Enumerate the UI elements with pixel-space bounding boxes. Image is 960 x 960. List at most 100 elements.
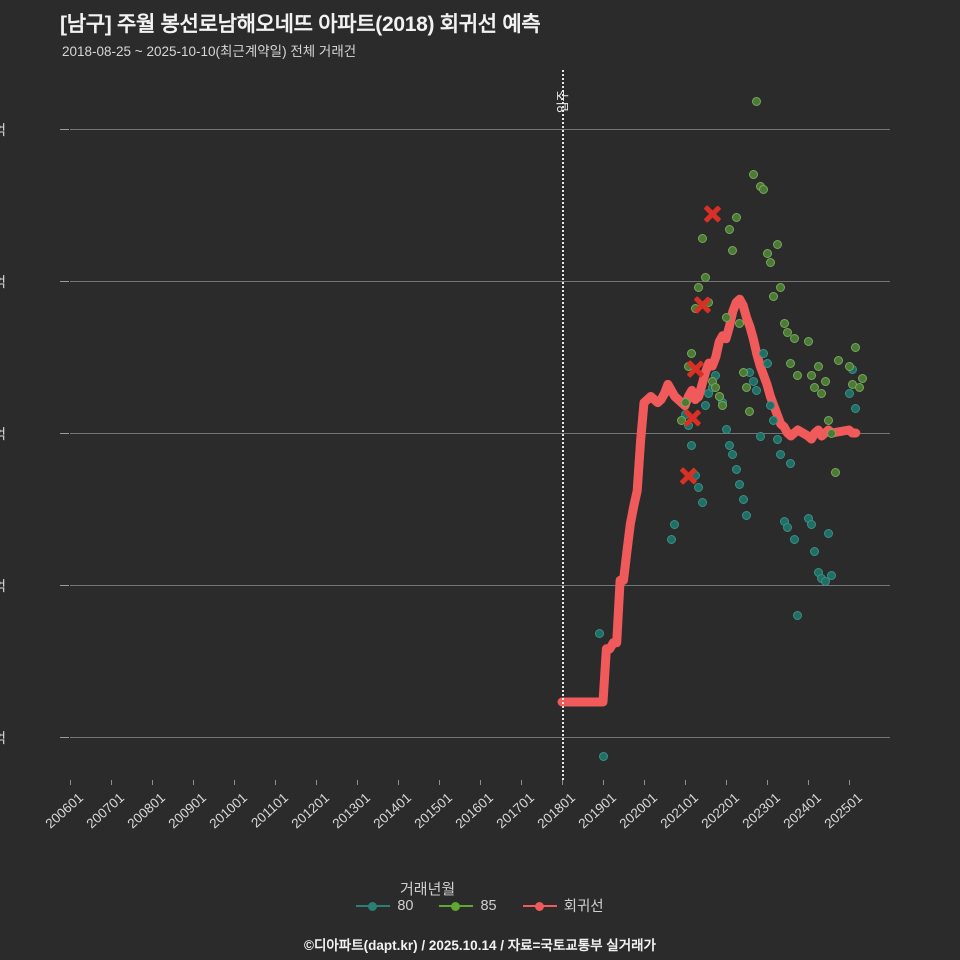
x-tick-mark (439, 780, 440, 785)
data-point-80 (776, 449, 786, 459)
x-tick-mark (521, 780, 522, 785)
data-point-80 (687, 440, 697, 450)
x-tick-label: 201501 (411, 790, 456, 832)
data-point-80 (731, 464, 741, 474)
data-point-85 (752, 97, 762, 107)
x-tick-label: 201801 (534, 790, 579, 832)
data-point-85 (738, 367, 748, 377)
gridline (70, 585, 890, 586)
x-tick-mark (398, 780, 399, 785)
x-tick-mark (152, 780, 153, 785)
legend: 80 85 회귀선 (0, 895, 960, 916)
outlier-x-icon (679, 467, 697, 485)
legend-label: 85 (480, 897, 497, 914)
data-point-80 (738, 495, 748, 505)
x-tick-label: 201701 (493, 790, 538, 832)
data-point-80 (742, 510, 751, 520)
legend-item-회귀선[interactable]: 회귀선 (522, 895, 604, 916)
outlier-x-icon (693, 296, 711, 314)
data-point-85 (769, 291, 779, 301)
x-tick-label: 200901 (165, 790, 210, 832)
data-point-80 (728, 449, 738, 459)
x-tick-label: 200701 (83, 790, 128, 832)
x-tick-mark (603, 780, 604, 785)
x-tick-label: 201401 (370, 790, 415, 832)
data-point-85 (765, 258, 775, 268)
x-tick-mark (767, 780, 768, 785)
x-tick-mark (70, 780, 71, 785)
x-tick-mark (316, 780, 317, 785)
data-point-85 (728, 246, 738, 256)
data-point-85 (731, 212, 741, 222)
legend-label: 80 (397, 897, 414, 914)
data-point-85 (711, 382, 721, 392)
move-in-label: 입주 (556, 89, 571, 114)
data-point-85 (687, 349, 697, 359)
data-point-85 (820, 376, 830, 386)
x-tick-mark (111, 780, 112, 785)
data-point-85 (762, 249, 772, 259)
x-tick-label: 200801 (124, 790, 169, 832)
page-title: [남구] 주월 봉선로남해오네뜨 아파트(2018) 회귀선 예측 (60, 13, 541, 36)
x-tick-label: 201901 (575, 790, 620, 832)
legend-swatch-icon (439, 901, 474, 911)
y-tick-mark (60, 129, 69, 130)
data-point-85 (714, 392, 724, 402)
data-point-85 (701, 273, 710, 283)
data-point-85 (813, 361, 823, 371)
legend-item-85[interactable]: 85 (439, 897, 497, 914)
x-tick-mark (357, 780, 358, 785)
x-tick-label: 201001 (206, 790, 251, 832)
data-point-80 (810, 547, 820, 557)
x-tick-mark (726, 780, 727, 785)
y-tick-label: 6억 (0, 272, 6, 292)
x-axis-label: 거래년월 (400, 881, 456, 898)
y-tick-mark (60, 585, 69, 586)
outlier-x-icon (683, 409, 701, 427)
data-point-80 (762, 358, 772, 368)
data-point-80 (806, 519, 816, 529)
data-point-85 (844, 361, 854, 371)
data-point-80 (748, 376, 758, 386)
x-tick-label: 201301 (329, 790, 374, 832)
data-point-85 (830, 468, 840, 478)
data-point-80 (595, 629, 605, 639)
y-tick-label: 3억 (0, 728, 6, 748)
data-point-85 (779, 319, 789, 329)
data-point-80 (701, 401, 710, 411)
x-tick-mark (849, 780, 850, 785)
x-tick-label: 201101 (248, 790, 292, 831)
data-point-80 (724, 440, 734, 450)
plot-area: 7억 6억 5억 4억 3억 20060120070120080120090120100… (0, 70, 890, 831)
data-point-85 (854, 382, 864, 392)
x-tick-mark (562, 780, 563, 785)
x-tick-label: 202401 (780, 790, 825, 832)
data-point-85 (851, 343, 861, 353)
x-tick-mark (480, 780, 481, 785)
y-tick-mark (60, 433, 69, 434)
outlier-x-icon (686, 360, 704, 378)
data-point-80 (666, 534, 676, 544)
data-point-80 (772, 434, 782, 444)
data-point-80 (851, 404, 861, 414)
data-point-80 (783, 522, 792, 532)
data-point-80 (820, 577, 830, 587)
data-point-80 (697, 498, 707, 508)
data-point-85 (806, 370, 816, 380)
legend-item-80[interactable]: 80 (356, 898, 413, 914)
x-tick-mark (193, 780, 194, 785)
data-point-80 (827, 571, 837, 581)
outlier-x-icon (703, 205, 721, 223)
data-point-85 (772, 240, 782, 250)
data-point-85 (759, 185, 769, 195)
legend-label: 회귀선 (563, 899, 604, 915)
data-point-80 (752, 385, 762, 395)
data-point-85 (789, 334, 799, 344)
chart-subtitle: 2018-08-25 ~ 2025-10-10(최근계약일) 전체 거래건 (62, 44, 357, 59)
data-point-85 (742, 382, 751, 392)
x-tick-label: 202501 (821, 790, 866, 832)
x-tick-mark (234, 780, 235, 785)
data-point-85 (694, 282, 704, 292)
data-point-80 (755, 431, 765, 441)
